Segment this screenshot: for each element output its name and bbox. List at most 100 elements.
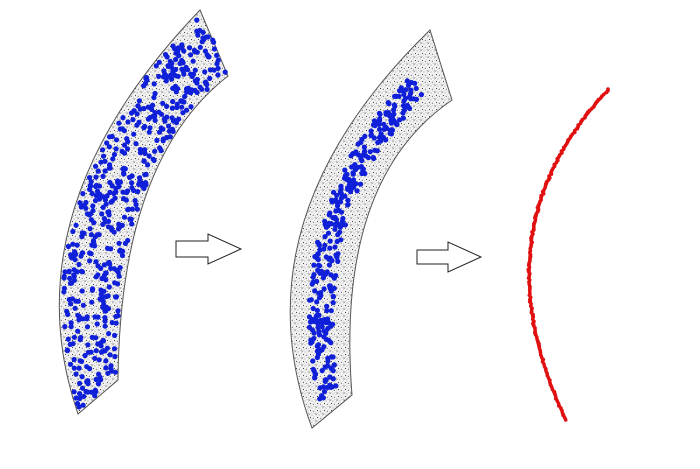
point-dot [101, 338, 106, 343]
point-dot [67, 297, 72, 302]
point-dot [564, 418, 568, 422]
point-dot [114, 294, 119, 299]
point-dot [394, 122, 399, 127]
point-dot [83, 353, 88, 358]
point-dot [328, 239, 333, 244]
point-dot [316, 291, 321, 296]
point-dot [317, 243, 322, 248]
point-dot [118, 248, 123, 253]
point-dot [124, 190, 129, 195]
point-dot [408, 88, 413, 93]
point-dot [159, 148, 164, 153]
point-dot [95, 341, 100, 346]
point-dot [112, 230, 117, 235]
point-dot [151, 95, 156, 100]
point-dot [198, 45, 203, 50]
point-dot [131, 132, 136, 137]
point-dot [168, 134, 173, 139]
point-dot [97, 232, 102, 237]
point-dot [331, 300, 336, 305]
point-dot [67, 276, 72, 281]
point-dot [72, 366, 77, 371]
point-dot [81, 303, 86, 308]
point-dot [342, 176, 347, 181]
point-dot [401, 116, 406, 121]
point-dot [123, 241, 128, 246]
point-dot [87, 258, 92, 263]
point-dot [313, 372, 318, 377]
point-dot [103, 348, 108, 353]
point-dot [87, 175, 92, 180]
point-dot [110, 134, 115, 139]
point-dot [147, 130, 152, 135]
point-dot [129, 180, 134, 185]
point-dot [141, 186, 146, 191]
point-dot [329, 308, 334, 313]
point-dot [113, 370, 118, 375]
point-dot [317, 263, 322, 268]
point-dot [406, 83, 411, 88]
point-dot [80, 374, 85, 379]
point-dot [187, 45, 192, 50]
point-dot [103, 358, 108, 363]
point-dot [212, 46, 217, 51]
point-dot [320, 368, 325, 373]
point-dot [401, 89, 406, 94]
point-dot [107, 180, 112, 185]
point-dot [328, 340, 333, 345]
point-dot [125, 119, 130, 124]
point-dot [372, 118, 377, 123]
point-dot [314, 313, 319, 318]
point-dot [324, 225, 329, 230]
point-dot [141, 83, 146, 88]
point-dot [62, 324, 67, 329]
point-dot [388, 118, 393, 123]
point-dot [321, 344, 326, 349]
point-dot [68, 281, 73, 286]
point-dot [102, 273, 107, 278]
point-dot [407, 94, 412, 99]
point-dot [147, 115, 152, 120]
point-dot [332, 245, 337, 250]
point-dot [89, 300, 94, 305]
point-dot [107, 166, 112, 171]
point-dot [76, 404, 81, 409]
point-dot [152, 81, 157, 86]
point-dot [214, 53, 219, 58]
point-dot [112, 333, 117, 338]
point-dot [93, 164, 98, 169]
point-dot [315, 308, 320, 313]
point-dot [144, 172, 149, 177]
point-dot [358, 182, 363, 187]
point-dot [77, 366, 82, 371]
point-dot [102, 216, 107, 221]
point-dot [215, 72, 220, 77]
point-dot [326, 257, 331, 262]
point-dot [188, 104, 193, 109]
point-dot [103, 365, 108, 370]
point-dot [79, 234, 84, 239]
point-dot [106, 331, 111, 336]
point-dot [99, 295, 104, 300]
point-dot [335, 239, 340, 244]
point-dot [129, 221, 134, 226]
point-dot [124, 136, 129, 141]
point-dot [77, 381, 82, 386]
point-dot [170, 69, 175, 74]
point-dot [381, 122, 386, 127]
point-dot [133, 141, 138, 146]
point-dot [129, 185, 134, 190]
point-dot [135, 207, 140, 212]
point-dot [65, 347, 70, 352]
point-dot [101, 154, 106, 159]
point-dot [100, 174, 105, 179]
point-dot [317, 295, 322, 300]
point-dot [327, 211, 332, 216]
point-dot [73, 299, 78, 304]
point-dot [122, 151, 127, 156]
point-dot [73, 252, 78, 257]
point-dot [161, 138, 166, 143]
point-dot [74, 395, 79, 400]
point-dot [94, 183, 99, 188]
point-dot [130, 117, 135, 122]
